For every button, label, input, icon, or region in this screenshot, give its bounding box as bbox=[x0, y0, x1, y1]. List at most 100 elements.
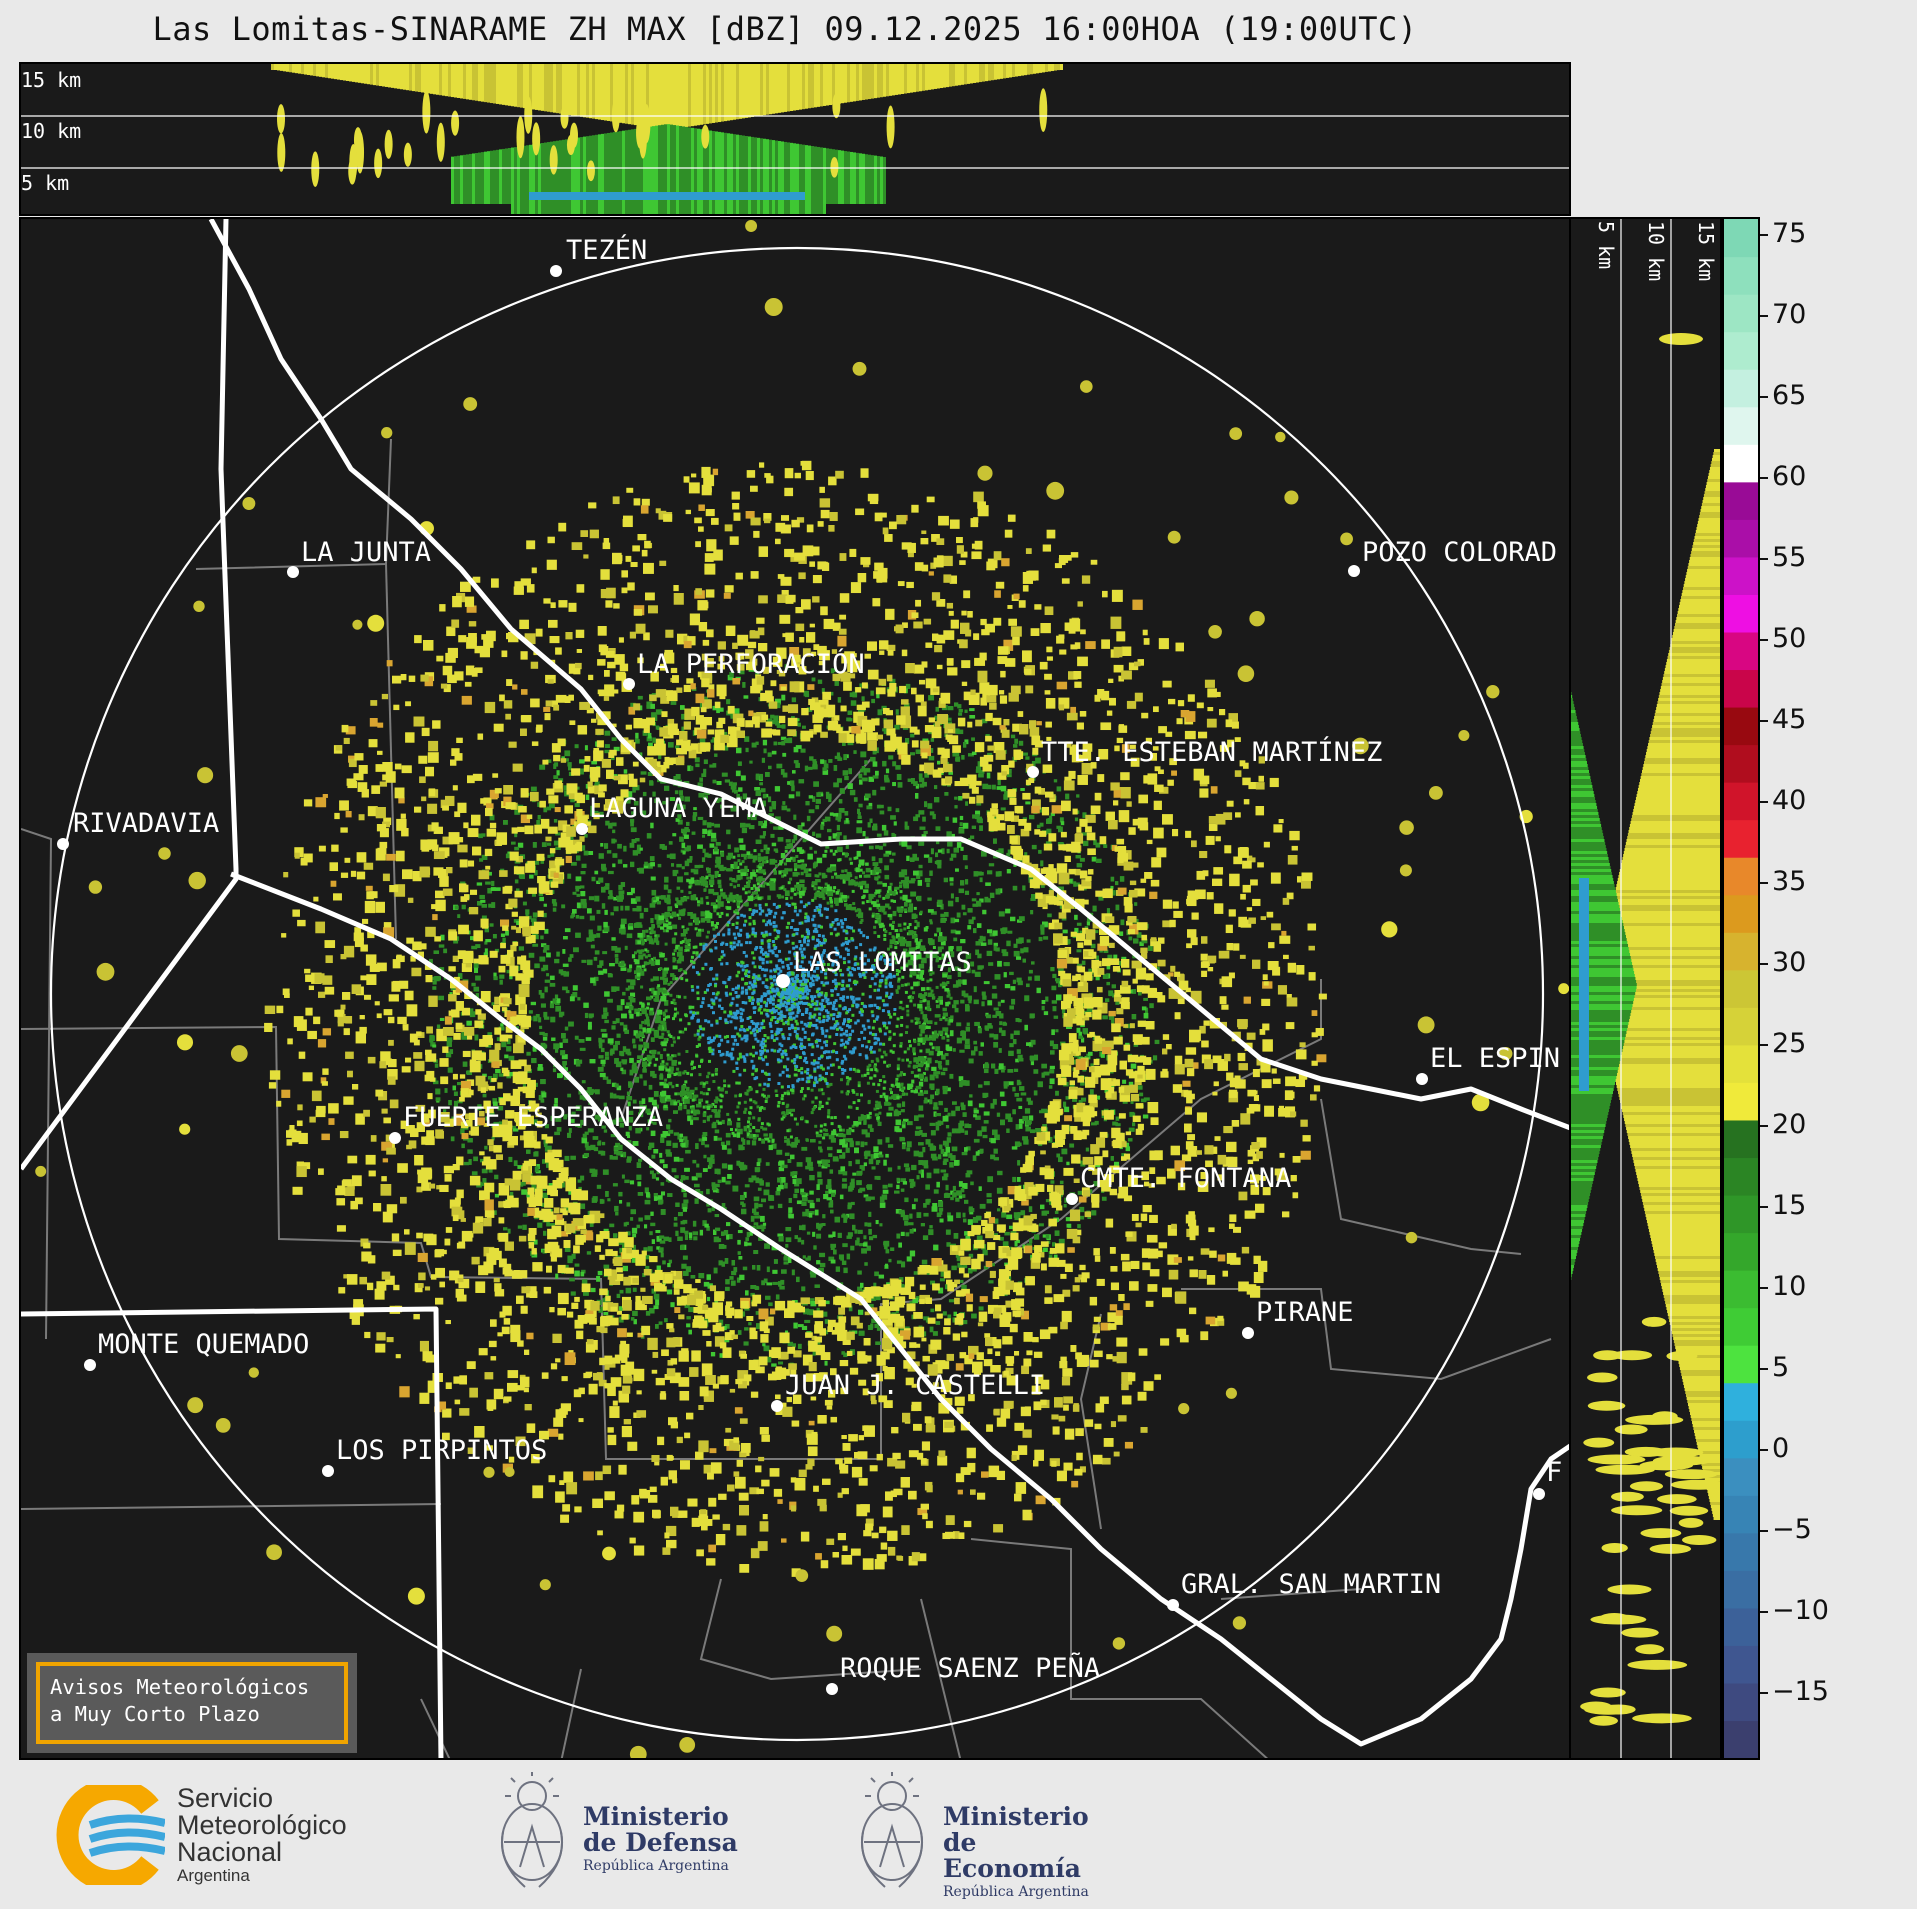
colorbar-tick-mark bbox=[1760, 1449, 1768, 1452]
smn-line1: Servicio bbox=[177, 1783, 274, 1813]
label-roque-saenz-pena: ROQUE SAENZ PEÑA bbox=[840, 1652, 1100, 1684]
colorbar-swatch bbox=[1724, 706, 1758, 746]
smn-logo: Servicio Meteorológico Nacional Argentin… bbox=[55, 1785, 395, 1885]
radar-map-panel[interactable]: TEZÉN LA JUNTA POZO COLORAD LA PERFORACI… bbox=[19, 217, 1571, 1760]
marker-formosa bbox=[1533, 1488, 1545, 1500]
colorbar-swatch bbox=[1724, 1270, 1758, 1309]
colorbar-tick-label: 0 bbox=[1772, 1433, 1790, 1465]
warning-box-inner[interactable]: Avisos Meteorológicos a Muy Corto Plazo bbox=[36, 1662, 348, 1744]
colorbar-swatch bbox=[1724, 444, 1758, 483]
colorbar-tick-mark bbox=[1760, 963, 1768, 966]
label-la-perforacion: LA PERFORACIÓN bbox=[637, 648, 865, 680]
colorbar-svg bbox=[1724, 219, 1758, 1758]
colorbar-swatch bbox=[1724, 1119, 1758, 1159]
colorbar-swatch bbox=[1724, 1607, 1758, 1646]
marker-pirane bbox=[1242, 1327, 1254, 1339]
colorbar-swatch bbox=[1724, 556, 1758, 595]
colorbar-tick-mark bbox=[1760, 882, 1768, 885]
colorbar-swatch bbox=[1724, 1345, 1758, 1384]
marker-la-junta bbox=[287, 566, 299, 578]
marker-los-pirpintos bbox=[322, 1465, 334, 1477]
colorbar-tick-label: 5 bbox=[1772, 1352, 1790, 1384]
economia-line1: Ministerio bbox=[943, 1802, 1089, 1831]
economia-logo: Ministerio de Economía República Argenti… bbox=[855, 1772, 1115, 1900]
economia-line3: República Argentina bbox=[943, 1884, 1089, 1900]
defensa-line3: República Argentina bbox=[583, 1858, 729, 1874]
marker-las-lomitas bbox=[776, 974, 790, 988]
colorbar-tick-label: 40 bbox=[1772, 785, 1807, 817]
colorbar-swatch bbox=[1724, 857, 1758, 896]
top-echo-field bbox=[271, 64, 1063, 214]
colorbar-tick-mark bbox=[1760, 1692, 1768, 1695]
defensa-line1: Ministerio bbox=[583, 1802, 729, 1831]
v-height-label-5km: 5 km bbox=[1594, 221, 1618, 269]
colorbar-swatch bbox=[1724, 406, 1758, 445]
national-seal-icon bbox=[501, 1772, 563, 1888]
colorbar-swatch bbox=[1724, 744, 1758, 783]
height-label-15km: 15 km bbox=[21, 68, 81, 92]
colorbar-swatch bbox=[1724, 1420, 1758, 1459]
range-ring bbox=[49, 246, 1545, 1742]
economia-line2: de Economía bbox=[943, 1828, 1081, 1883]
colorbar-swatch bbox=[1724, 256, 1758, 295]
radar-map-svg[interactable]: TEZÉN LA JUNTA POZO COLORAD LA PERFORACI… bbox=[21, 219, 1571, 1760]
colorbar-swatch bbox=[1724, 1194, 1758, 1234]
colorbar-tick-label: 55 bbox=[1772, 542, 1807, 574]
colorbar-swatch bbox=[1724, 1457, 1758, 1496]
colorbar-tick-mark bbox=[1760, 1368, 1768, 1371]
marker-juan-j-castelli bbox=[771, 1400, 783, 1412]
colorbar-swatch bbox=[1724, 969, 1758, 1008]
label-juan-j-castelli: JUAN J. CASTELLI bbox=[785, 1370, 1045, 1401]
smn-line2: Meteorológico bbox=[177, 1810, 347, 1840]
colorbar-tick-mark bbox=[1760, 1287, 1768, 1290]
marker-tte-esteban-martinez bbox=[1027, 766, 1039, 778]
label-rivadavia: RIVADAVIA bbox=[73, 808, 219, 839]
colorbar-tick-label: −10 bbox=[1772, 1595, 1829, 1627]
colorbar-tick-mark bbox=[1760, 801, 1768, 804]
colorbar-swatch bbox=[1724, 782, 1758, 821]
colorbar-tick-label: 70 bbox=[1772, 299, 1807, 331]
province-boundaries bbox=[21, 219, 1569, 1758]
colorbar-tick-mark bbox=[1760, 1611, 1768, 1614]
v-height-label-15km: 15 km bbox=[1694, 221, 1718, 281]
label-formosa: F bbox=[1546, 1457, 1562, 1488]
label-fuerte-esperanza: FUERTE ESPERANZA bbox=[403, 1102, 663, 1133]
top-cross-section-panel: 15 km 10 km 5 km bbox=[19, 62, 1571, 216]
colorbar-tick-label: −15 bbox=[1772, 1676, 1829, 1708]
colorbar-tick-label: 35 bbox=[1772, 866, 1807, 898]
colorbar-tick-label: −5 bbox=[1772, 1514, 1812, 1546]
chart-title: Las Lomitas-SINARAME ZH MAX [dBZ] 09.12.… bbox=[152, 10, 1418, 48]
colorbar-swatch bbox=[1724, 932, 1758, 971]
smn-emblem-icon bbox=[56, 1785, 165, 1885]
height-label-5km: 5 km bbox=[21, 171, 69, 195]
marker-gral-san-martin bbox=[1167, 1599, 1179, 1611]
colorbar-swatch bbox=[1724, 1532, 1758, 1571]
side-cross-section-svg: 5 km 10 km 15 km bbox=[1571, 219, 1720, 1758]
marker-rivadavia bbox=[57, 838, 69, 850]
colorbar-tick-label: 15 bbox=[1772, 1190, 1807, 1222]
label-monte-quemado: MONTE QUEMADO bbox=[98, 1329, 309, 1360]
label-el-espinillo: EL ESPIN bbox=[1430, 1043, 1560, 1074]
label-la-junta: LA JUNTA bbox=[301, 537, 431, 568]
colorbar-tick-mark bbox=[1760, 639, 1768, 642]
label-cmte-fontana: CMTE. FONTANA bbox=[1080, 1163, 1291, 1194]
colorbar-swatch bbox=[1724, 1570, 1758, 1609]
warning-box[interactable]: Avisos Meteorológicos a Muy Corto Plazo bbox=[27, 1653, 357, 1753]
colorbar-swatch bbox=[1724, 819, 1758, 858]
warning-line2: a Muy Corto Plazo bbox=[50, 1702, 260, 1726]
label-gral-san-martin: GRAL. SAN MARTIN bbox=[1181, 1569, 1441, 1600]
colorbar-tick-label: 20 bbox=[1772, 1109, 1807, 1141]
national-seal-icon-2 bbox=[861, 1772, 923, 1888]
colorbar-tick-label: 65 bbox=[1772, 380, 1807, 412]
colorbar-tick-label: 25 bbox=[1772, 1028, 1807, 1060]
marker-fuerte-esperanza bbox=[389, 1132, 401, 1144]
colorbar-tick-mark bbox=[1760, 558, 1768, 561]
marker-tezen bbox=[550, 265, 562, 277]
colorbar-swatch bbox=[1724, 481, 1758, 520]
colorbar-swatch bbox=[1724, 1157, 1758, 1196]
label-tte-esteban-martinez: TTE. ESTEBAN MARTÍNEZ bbox=[1041, 736, 1382, 768]
marker-el-espinillo bbox=[1416, 1073, 1428, 1085]
colorbar-swatch bbox=[1724, 331, 1758, 370]
colorbar-tick-mark bbox=[1760, 720, 1768, 723]
label-pozo-colorado: POZO COLORAD bbox=[1362, 537, 1557, 568]
